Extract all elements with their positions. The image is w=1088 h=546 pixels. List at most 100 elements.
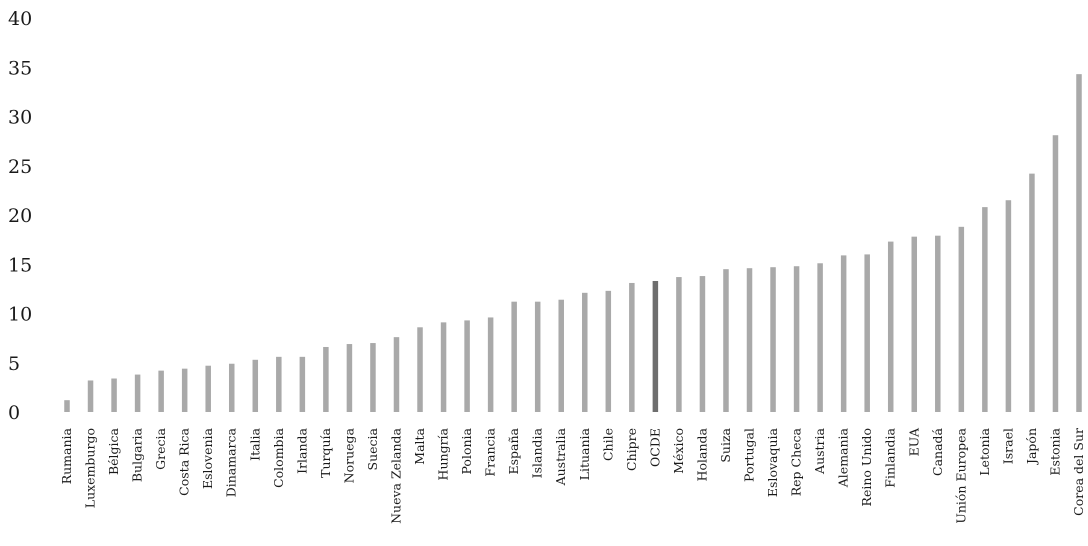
bar [205, 365, 211, 412]
bar [111, 378, 117, 412]
bar [276, 356, 282, 412]
bar [370, 343, 376, 412]
bar [134, 374, 141, 412]
x-tick-label: Polonia [459, 427, 474, 474]
bar [158, 370, 164, 412]
y-tick-label: 35 [8, 57, 32, 79]
bar [911, 236, 918, 412]
x-tick-label: Israel [1000, 428, 1015, 464]
y-tick-label: 25 [8, 156, 32, 178]
bar [770, 267, 776, 412]
x-tick-label: España [506, 427, 521, 474]
x-tick-label: Nueva Zelanda [388, 427, 403, 523]
bar [440, 322, 447, 412]
x-tick-label: Chipre [624, 428, 639, 471]
x-tick-label: Luxemburgo [83, 428, 98, 508]
bar [393, 337, 400, 412]
bar [299, 356, 306, 412]
x-tick-label: Chile [600, 428, 615, 461]
x-tick-label: Dinamarca [224, 427, 239, 497]
bar [840, 255, 847, 412]
x-tick-label: Alemania [836, 427, 851, 488]
bar [1029, 173, 1035, 412]
x-tick-label: Hungría [436, 427, 451, 480]
y-tick-label: 30 [8, 107, 32, 129]
x-tick-label: Bulgaria [130, 427, 145, 482]
x-tick-label: Islandia [530, 427, 545, 478]
x-tick-label: Eslovenia [200, 427, 215, 489]
x-tick-label: Canadá [930, 427, 945, 476]
y-tick-label: 20 [8, 205, 32, 227]
bar [605, 290, 612, 412]
x-tick-label: Lituania [577, 427, 592, 480]
bars [64, 74, 1082, 413]
x-tick-label: Unión Europea [953, 427, 968, 523]
x-tick-label: Colombia [271, 427, 286, 487]
x-tick-label: Holanda [694, 427, 709, 481]
bar [228, 363, 235, 412]
bar [887, 241, 894, 412]
bar [417, 327, 423, 412]
bar [87, 380, 94, 412]
x-tick-label: Bélgica [106, 427, 121, 475]
y-axis: 0 5 10 15 20 25 30 35 40 [8, 8, 32, 424]
x-tick-label: Suecia [365, 427, 380, 470]
x-tick-label: México [671, 428, 686, 474]
bar [1076, 74, 1082, 413]
bar [958, 226, 965, 412]
bar [676, 277, 682, 412]
bar [935, 235, 941, 412]
x-tick-label: Malta [412, 427, 427, 464]
bar [1005, 200, 1012, 412]
bar [511, 301, 517, 412]
bar [652, 280, 659, 412]
bar [64, 400, 70, 412]
x-tick-label: Corea del Sur [1071, 428, 1086, 516]
bar [323, 346, 329, 412]
bar [464, 320, 470, 412]
x-tick-label: Turquía [318, 427, 333, 477]
x-tick-label: EUA [906, 427, 921, 456]
bar [864, 254, 870, 412]
x-axis: Rumania Luxemburgo Bélgica Bulgaria Grecia Co… [59, 427, 1086, 524]
x-tick-label: Irlanda [294, 427, 309, 473]
bar [487, 317, 494, 412]
bar [558, 299, 564, 412]
x-tick-label: Noruega [341, 427, 356, 483]
y-tick-label: 10 [8, 304, 32, 326]
x-tick-label: Estonia [1047, 427, 1062, 475]
bar [181, 368, 188, 412]
bar [582, 292, 588, 412]
x-tick-label: Rep Checa [789, 427, 804, 496]
y-tick-label: 5 [8, 353, 20, 375]
x-tick-label: Rumania [59, 427, 74, 484]
x-tick-label: Francia [483, 427, 498, 476]
bar [746, 268, 753, 412]
bar [699, 276, 706, 412]
y-tick-label: 0 [8, 402, 20, 424]
bar [723, 269, 729, 412]
y-tick-label: 15 [8, 254, 32, 276]
x-tick-label: Italia [247, 427, 262, 460]
x-tick-label: Eslovaquia [765, 427, 780, 497]
y-tick-label: 40 [8, 8, 32, 30]
bar [629, 282, 635, 412]
x-tick-label: Suiza [718, 427, 733, 462]
bar [534, 301, 541, 412]
x-tick-label: Japón [1024, 428, 1039, 466]
x-tick-label: Portugal [742, 428, 757, 482]
x-tick-label: Letonia [977, 427, 992, 475]
x-tick-label: OCDE [647, 428, 662, 467]
bar [346, 344, 353, 412]
bar [1052, 135, 1059, 412]
bar [817, 263, 823, 412]
x-tick-label: Grecia [153, 427, 168, 469]
bar [793, 266, 800, 412]
x-tick-label: Costa Rica [177, 427, 192, 495]
bar [252, 359, 259, 412]
x-tick-label: Reino Unido [859, 428, 874, 506]
x-tick-label: Austria [812, 427, 827, 474]
bar [982, 207, 988, 412]
